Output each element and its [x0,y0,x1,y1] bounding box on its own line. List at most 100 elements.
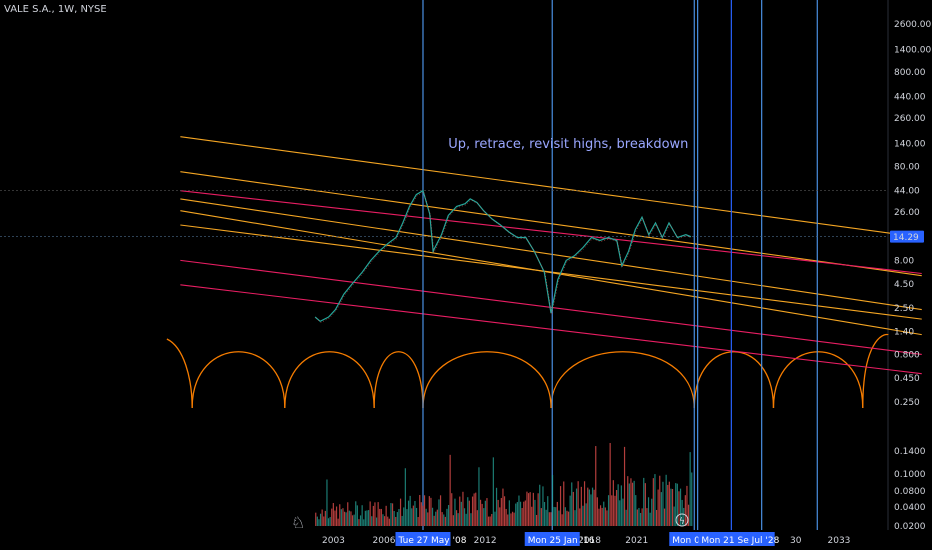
volume-bar [614,495,616,526]
volume-bar [382,514,384,526]
x-tick-label: 2006 [373,536,396,546]
bolt-icon-glyph: ϟ [679,517,685,527]
date-label: Mon 25 Jan '16 [528,536,595,546]
logo-icon: ♘ [291,513,305,532]
volume-bar [468,500,470,526]
volume-bar [347,502,349,526]
volume-bar [615,490,618,526]
y-tick-label: 440.00 [894,93,926,103]
volume-bar [443,514,445,526]
y-tick-label: 260.00 [894,114,926,124]
cycle-arc [373,351,424,409]
last-price-tag [890,230,924,243]
trend-line-8 [180,284,922,375]
cycle-arc [422,351,552,409]
volume-bar [627,476,629,526]
volume-bar [683,507,685,526]
volume-bar [430,497,432,526]
volume-bar [633,480,635,526]
volume-bar [524,500,526,526]
volume-bar [439,495,442,526]
volume-bar [495,487,498,526]
volume-bar [686,485,688,526]
volume-tick-label: 0.0800 [894,487,926,497]
cycle-arc [284,351,375,409]
volume-bar [583,481,586,526]
volume-bar [563,481,565,526]
volume-bar [321,509,323,526]
date-label-box [698,532,765,546]
symbol-title: VALE S.A., 1W, NYSE [4,4,107,15]
volume-bar [356,505,358,526]
volume-bar [478,467,480,526]
volume-bar [572,491,574,526]
volume-bar [619,500,621,526]
volume-bar [679,488,682,526]
volume-bar [671,489,674,526]
volume-bar [449,454,451,526]
volume-bar [486,498,488,526]
date-label-box [524,532,580,546]
volume-bar [436,509,438,526]
volume-bar [660,492,662,526]
volume-bar [423,495,426,526]
volume-bar [494,511,496,526]
volume-bar [417,517,419,526]
volume-bar [595,446,597,526]
volume-bar [651,498,653,526]
volume-bar [435,511,437,526]
volume-bar [628,483,630,526]
volume-bar [431,507,434,526]
volume-bar [550,512,552,526]
volume-bar [473,493,475,526]
volume-bar [406,509,408,526]
volume-bar [361,505,363,526]
volume-bar [607,495,610,526]
volume-bar [662,481,664,526]
volume-bar [377,502,379,526]
x-tick-label: 2003 [322,536,345,546]
volume-bar [316,516,318,526]
volume-bar [479,499,482,526]
price-series [314,189,692,323]
x-tick-label: 2018 [578,536,601,546]
volume-bar [355,501,357,526]
volume-bar [433,515,435,526]
volume-bar [483,508,485,526]
y-tick-label: 0.450 [894,374,920,384]
volume-bar [412,505,414,526]
volume-bar [678,491,680,526]
volume-bar [318,519,320,526]
y-tick-label: 800.00 [894,68,926,78]
volume-bar [374,502,376,526]
volume-bar [326,479,328,526]
volume-bar [470,513,472,526]
volume-bar [689,452,691,526]
volume-bar [587,487,589,526]
volume-bar [390,503,392,526]
volume-bar [617,484,619,526]
y-tick-label: 140.00 [894,139,926,149]
volume-bar [667,484,669,526]
volume-bar [644,483,646,526]
volume-bar [380,508,382,526]
trend-line-3 [180,190,922,275]
volume-bar [415,507,418,526]
volume-bar [353,514,355,526]
volume-bar [559,486,562,526]
cycle-arc [191,351,286,409]
volume-bar [545,509,547,526]
volume-bar [620,485,622,526]
volume-bar [598,508,600,526]
volume-bar [564,507,566,526]
volume-bar [315,512,317,526]
volume-bar [463,508,466,526]
volume-bar [519,501,522,526]
volume-bar [391,503,394,526]
volume-bar [531,506,533,526]
volume-bar [427,512,429,526]
volume-bar [569,495,571,526]
volume-bar [691,472,693,526]
volume-bar [340,509,342,526]
